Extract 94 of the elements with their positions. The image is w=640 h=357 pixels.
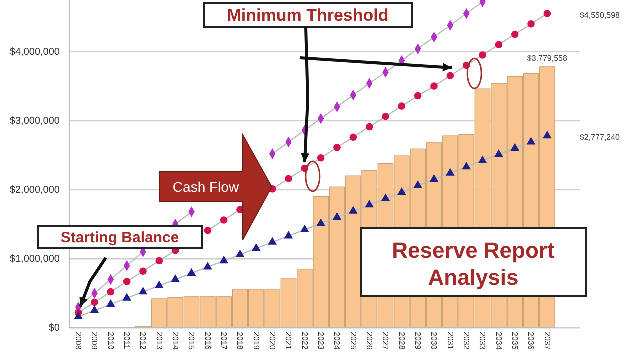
point (285, 175, 292, 182)
x-tick-label: 2016 (203, 332, 212, 350)
x-tick-label: 2030 (430, 332, 439, 350)
x-tick-label: 2035 (510, 332, 520, 350)
point (171, 274, 180, 282)
point (268, 237, 278, 245)
x-tick-label: 2018 (236, 332, 245, 350)
x-tick-label: 2019 (252, 332, 261, 350)
annotation: Reserve Report Analysis (392, 238, 556, 290)
point (220, 216, 228, 224)
point (107, 288, 115, 296)
x-tick-label: 2034 (494, 332, 504, 350)
annotation: Starting Balance (60, 229, 180, 246)
x-tick-label: 2027 (381, 332, 390, 350)
point (430, 82, 438, 90)
point (204, 226, 212, 234)
x-tick-label: 2031 (446, 332, 455, 350)
point (365, 200, 374, 208)
x-tick-label: 2015 (187, 332, 196, 350)
point (414, 180, 423, 188)
point (526, 137, 536, 145)
point (397, 188, 406, 196)
x-tick-label: 2021 (284, 332, 294, 350)
annotation: Minimum Threshold (227, 6, 389, 26)
y-tick-label: $2,000,000 (10, 185, 60, 196)
point (543, 130, 552, 139)
x-tick-label: 2036 (526, 332, 536, 350)
point (332, 212, 342, 220)
point (300, 224, 310, 233)
point (414, 92, 422, 100)
point (510, 143, 520, 152)
x-tick-label: 2010 (106, 332, 116, 350)
y-tick-label: $4,000,000 (10, 46, 60, 58)
point (479, 52, 486, 59)
y-tick-label: $1,000,000 (10, 254, 60, 266)
point (187, 268, 196, 276)
x-tick-label: 2026 (365, 332, 374, 350)
point (91, 298, 98, 306)
point (74, 312, 83, 320)
text: $4,550,598 (580, 11, 621, 20)
point (382, 113, 390, 120)
point (220, 256, 229, 264)
point (316, 218, 326, 226)
point (495, 41, 503, 49)
annotation: $3,779,558 (527, 54, 568, 63)
x-tick-label: 2011 (122, 332, 132, 350)
x-tick-label: 2028 (397, 332, 406, 350)
point (140, 268, 147, 276)
y-tick-label: $3,000,000 (10, 116, 60, 128)
x-tick-label: 2008 (74, 332, 84, 350)
point (366, 123, 374, 131)
x-tick-label: 2032 (462, 332, 472, 350)
x-tick-label: 2033 (478, 332, 488, 350)
point (494, 150, 504, 158)
x-tick-label: 2009 (90, 332, 100, 350)
point (123, 278, 131, 286)
point (381, 194, 390, 202)
annotation: Cash Flow (172, 179, 240, 195)
x-tick-label: 2020 (268, 332, 278, 350)
point (528, 20, 535, 28)
point (138, 286, 148, 295)
point (154, 280, 164, 288)
point (478, 156, 488, 164)
x-tick-label: 2017 (220, 332, 229, 350)
point (544, 10, 552, 18)
point (446, 168, 455, 176)
point (90, 306, 100, 314)
x-tick-label: 2023 (316, 332, 326, 350)
x-tick-label: 2024 (332, 332, 342, 350)
x-tick-label: 2025 (348, 332, 358, 350)
x-tick-label: 2014 (171, 332, 180, 350)
x-tick-label: 2012 (138, 332, 148, 350)
x-tick-label: 2037 (542, 332, 552, 350)
point (334, 144, 341, 152)
y-tick-label: $0 (48, 323, 60, 334)
x-tick-label: 2013 (154, 332, 164, 350)
point (348, 206, 358, 214)
x-tick-label: 2029 (414, 332, 423, 350)
point (236, 250, 245, 258)
point (284, 231, 294, 239)
point (511, 30, 519, 38)
x-tick-label: 2022 (300, 332, 310, 350)
point (430, 174, 439, 182)
point (350, 134, 358, 142)
point (446, 72, 454, 80)
text: $2,777,240 (580, 133, 621, 142)
point (156, 257, 164, 265)
point (252, 243, 261, 252)
point (106, 299, 116, 308)
point (203, 262, 212, 270)
point (122, 293, 132, 301)
point (462, 162, 472, 170)
point (398, 102, 406, 110)
point (317, 154, 325, 162)
